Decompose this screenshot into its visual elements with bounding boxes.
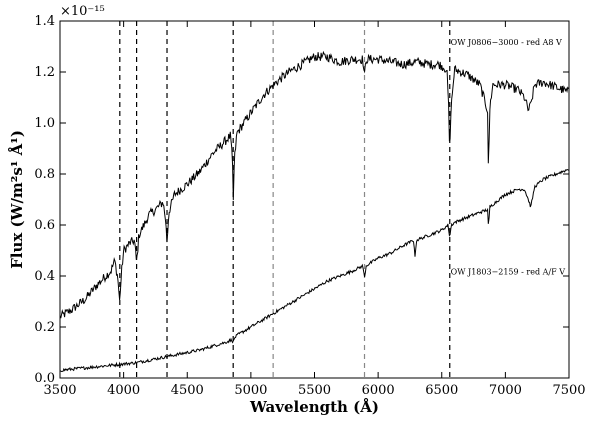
x-tick-label-7: 7000 (489, 383, 522, 398)
y-tick-label-6: 1.2 (34, 65, 55, 80)
vertical-lines-layer (119, 21, 451, 378)
y-scale-label: ×10⁻¹⁵ (60, 4, 105, 19)
series-layer (59, 50, 569, 373)
plot-frame (59, 20, 570, 379)
y-tick-label-2: 0.4 (34, 269, 55, 284)
x-axis-label: Wavelength (Å) (249, 398, 379, 416)
series-annotation-2: OW J1803−2159 - red A/F V (451, 268, 566, 277)
y-tick-label-0: 0.0 (34, 371, 55, 386)
y-tick-label-4: 0.8 (34, 167, 55, 182)
x-tick-label-0: 3500 (43, 383, 76, 398)
x-tick-label-2: 4500 (171, 383, 204, 398)
x-tick-label-1: 4000 (107, 383, 140, 398)
spectrum-series-1 (59, 50, 569, 319)
y-tick-label-1: 0.2 (34, 320, 55, 335)
x-tick-label-5: 6000 (362, 383, 395, 398)
y-tick-label-3: 0.6 (34, 218, 55, 233)
series-annotation-1: OW J0806−3000 - red A8 V (451, 38, 562, 47)
x-tick-label-6: 6500 (425, 383, 458, 398)
x-tick-label-3: 5000 (234, 383, 267, 398)
y-tick-label-7: 1.4 (34, 14, 55, 29)
y-axis-label: Flux (W/m²s¹ Å¹) (8, 130, 26, 269)
y-tick-label-5: 1.0 (34, 116, 55, 131)
ticks-layer: 3500 4000 4500 5000 5500 6000 6500 7000 7500 0.0 0… (34, 14, 585, 398)
x-tick-label-8: 7500 (552, 383, 585, 398)
x-tick-label-4: 5500 (298, 383, 331, 398)
spectrum-series-2 (59, 168, 569, 373)
annotations-layer: OW J0806−3000 - red A8 V OW J1803−2159 - … (451, 38, 566, 277)
